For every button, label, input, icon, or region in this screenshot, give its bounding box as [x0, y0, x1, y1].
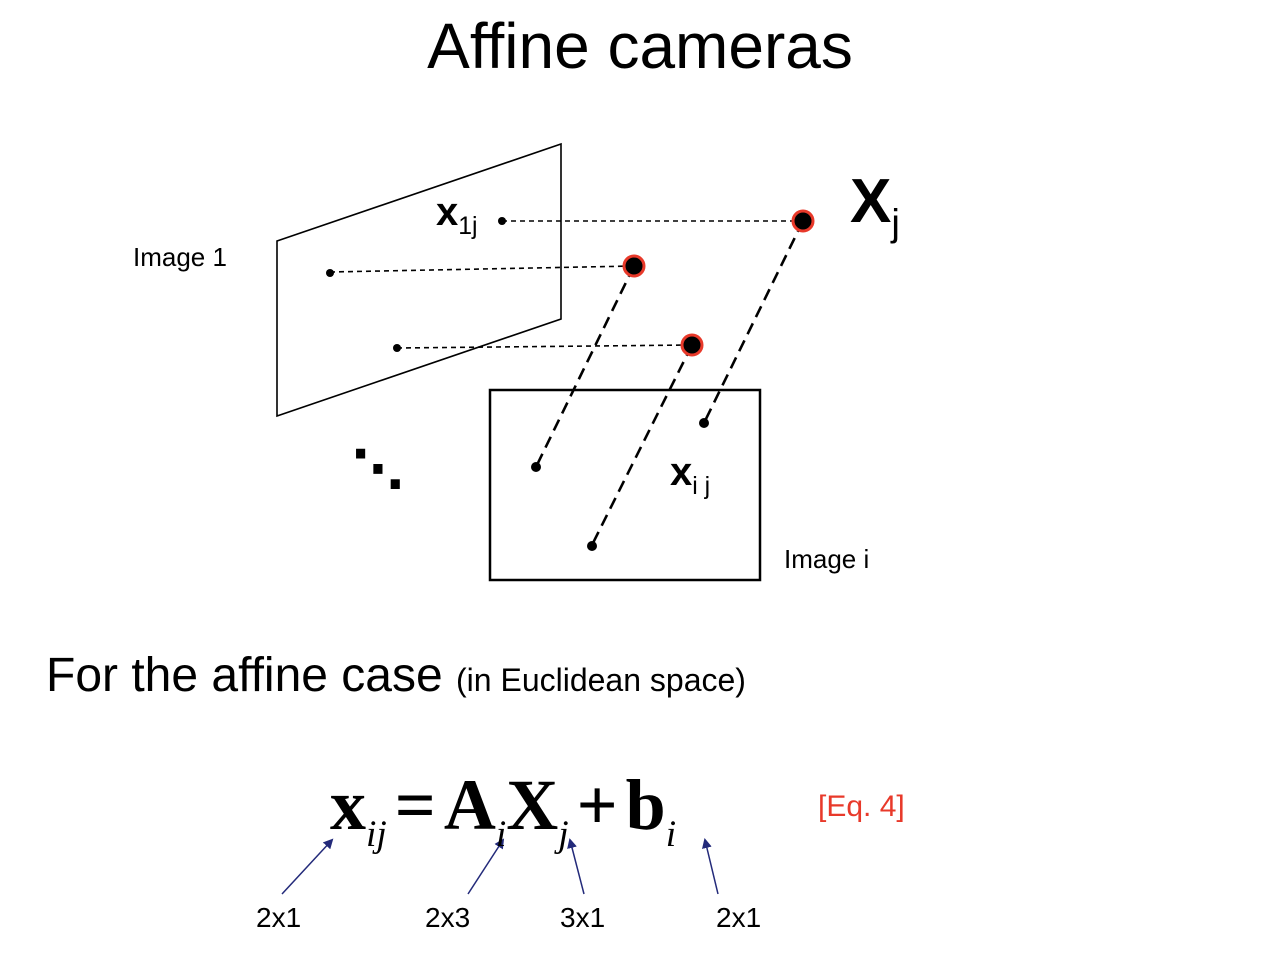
Xj-label: Xj — [850, 167, 900, 245]
image-i-label: Image i — [784, 544, 870, 574]
arrow-x-dim — [281, 838, 334, 895]
image1-point — [393, 344, 401, 352]
ray-image1-b — [329, 265, 635, 273]
affine-equation: xij = AiXj + bi — [330, 765, 677, 855]
ray-imagei-a — [534, 265, 636, 468]
image1-point-x1j — [498, 217, 506, 225]
arrow-b-dim — [702, 838, 719, 895]
ray-imagei-c — [702, 220, 805, 424]
slide-title: Affine cameras — [427, 10, 853, 82]
image-1-label: Image 1 — [133, 242, 227, 272]
arrow-X-dim — [567, 838, 585, 895]
arrow-A-dim — [467, 838, 505, 895]
ray-imagei-b — [590, 344, 694, 546]
ellipsis: ⋱ — [352, 441, 404, 499]
affine-case-heading: For the affine case (in Euclidean space) — [46, 649, 746, 702]
image-i-frame — [488, 388, 762, 582]
world-point — [680, 333, 704, 357]
image-1-plane — [276, 142, 562, 418]
imagei-point — [587, 541, 597, 551]
x1j-label: x1j — [436, 190, 478, 240]
dim-x: 2x1 — [256, 902, 302, 933]
imagei-point-xij — [699, 418, 709, 428]
equation-ref: [Eq. 4] — [818, 790, 905, 823]
ray-image1-c — [396, 344, 693, 349]
imagei-point — [531, 462, 541, 472]
dim-X: 3x1 — [560, 902, 606, 933]
dim-b: 2x1 — [716, 902, 762, 933]
world-point-Xj — [791, 209, 815, 233]
image1-point — [326, 269, 334, 277]
world-point — [622, 254, 646, 278]
dim-A: 2x3 — [425, 902, 471, 933]
xij-label: xi j — [670, 450, 711, 500]
